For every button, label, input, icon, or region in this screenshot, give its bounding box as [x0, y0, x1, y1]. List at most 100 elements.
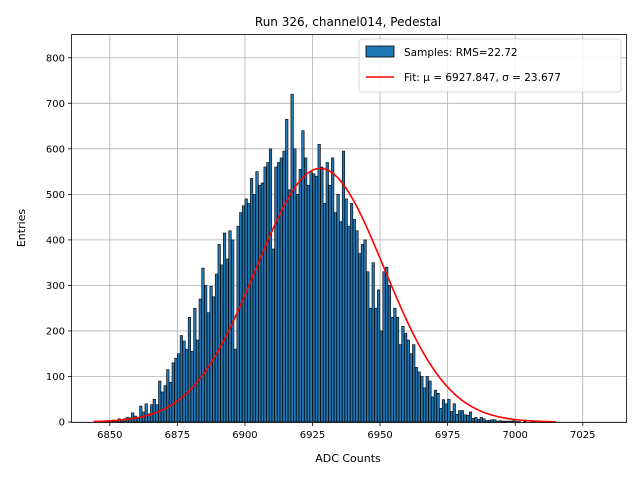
histogram-bar [436, 393, 440, 423]
histogram-bar [244, 198, 248, 423]
histogram-bar [152, 398, 156, 423]
y-tick-label: 200 [46, 326, 65, 337]
histogram-bar [463, 414, 467, 423]
histogram-bar [193, 307, 197, 423]
histogram-bar [271, 248, 275, 423]
histogram-bar [306, 184, 310, 423]
histogram-bar [355, 230, 359, 423]
histogram-bar [268, 148, 273, 423]
histogram-bar [344, 198, 348, 423]
histogram-bar [198, 298, 202, 423]
histogram-bar [263, 166, 267, 423]
histogram-bar [247, 203, 251, 423]
histogram-bar [320, 166, 324, 423]
histogram-bar [366, 271, 370, 423]
histogram-bar [163, 385, 167, 423]
histogram-bar [433, 389, 437, 423]
histogram-bar [377, 289, 381, 423]
histogram-bar [509, 420, 513, 423]
histogram-bar [363, 239, 367, 423]
histogram-bar [314, 175, 319, 423]
y-tick-label: 600 [46, 144, 65, 155]
histogram-bar [358, 253, 362, 423]
y-tick-label: 500 [46, 190, 65, 201]
histogram-bar [468, 411, 473, 423]
histogram-bar [236, 225, 240, 423]
histogram-bar [455, 413, 459, 423]
histogram-bar [441, 399, 446, 423]
histogram-bar [160, 391, 164, 423]
histogram-bar [166, 369, 170, 423]
histogram-bar [185, 348, 189, 423]
histogram-bar [498, 420, 502, 423]
histogram-bar [409, 353, 413, 423]
histogram-bar [474, 417, 478, 423]
bars-layer [101, 93, 537, 423]
histogram-bar [395, 316, 400, 423]
histogram-bar [385, 266, 389, 423]
histogram-bar [239, 212, 243, 423]
histogram-bar [298, 169, 302, 423]
histogram-bar [171, 362, 175, 423]
histogram-bar [466, 414, 470, 423]
histogram-bar [428, 380, 432, 423]
histogram-bar [323, 203, 327, 423]
histogram-bar [490, 419, 494, 423]
histogram-bar [285, 118, 289, 423]
histogram-bar [412, 344, 416, 423]
histogram-bar [225, 258, 229, 423]
histogram-bar [417, 371, 421, 423]
histogram-bar [371, 262, 375, 423]
histogram-bar [341, 150, 346, 423]
histogram-bar [352, 219, 356, 423]
histogram-bar [458, 410, 462, 423]
histogram-bar [304, 157, 308, 423]
histogram-bar [274, 166, 278, 423]
histogram-bar [477, 418, 481, 423]
histogram-bar [501, 420, 505, 423]
histogram-bar [131, 412, 135, 423]
histogram-bar [209, 286, 213, 423]
histogram-bar [233, 348, 237, 423]
histogram-bar [423, 387, 427, 423]
y-tick-label: 0 [59, 418, 65, 429]
histogram-bar [482, 418, 486, 423]
histogram-bar [201, 267, 205, 423]
histogram-bar [368, 307, 373, 423]
histogram-bar [231, 239, 235, 423]
histogram-bar [495, 420, 500, 423]
legend-box [358, 38, 622, 93]
x-tick-label: 7000 [502, 430, 527, 441]
histogram-bar [317, 143, 321, 423]
histogram-bar [360, 244, 364, 423]
histogram-bar [139, 405, 143, 423]
histogram-bar [158, 380, 162, 423]
histogram-bar [279, 157, 283, 423]
histogram-bar [277, 162, 281, 423]
histogram-bar [333, 212, 337, 423]
histogram-bar [512, 420, 516, 423]
x-tick-label: 6950 [367, 430, 392, 441]
histogram-bar [479, 417, 483, 423]
x-tick-label: 6975 [435, 430, 460, 441]
histogram-bar [447, 398, 451, 423]
y-axis-label: Entries [15, 209, 28, 248]
histogram-bar [493, 419, 497, 423]
histogram-bar [439, 408, 443, 423]
histogram-bar [168, 382, 173, 423]
histogram-bar [336, 194, 340, 423]
x-axis-label: ADC Counts [315, 452, 381, 465]
histogram-bar [287, 189, 291, 423]
histogram-bar [301, 130, 305, 423]
histogram-bar [328, 184, 332, 423]
histogram-bar [241, 205, 246, 423]
histogram-bar [339, 221, 343, 423]
histogram-bar [266, 162, 270, 423]
histogram-bar [374, 307, 378, 423]
histogram-bar [487, 419, 491, 423]
histogram-bar [452, 403, 456, 423]
histogram-bar [325, 162, 329, 423]
histogram-bar [204, 285, 208, 423]
histogram-bar [331, 157, 335, 423]
